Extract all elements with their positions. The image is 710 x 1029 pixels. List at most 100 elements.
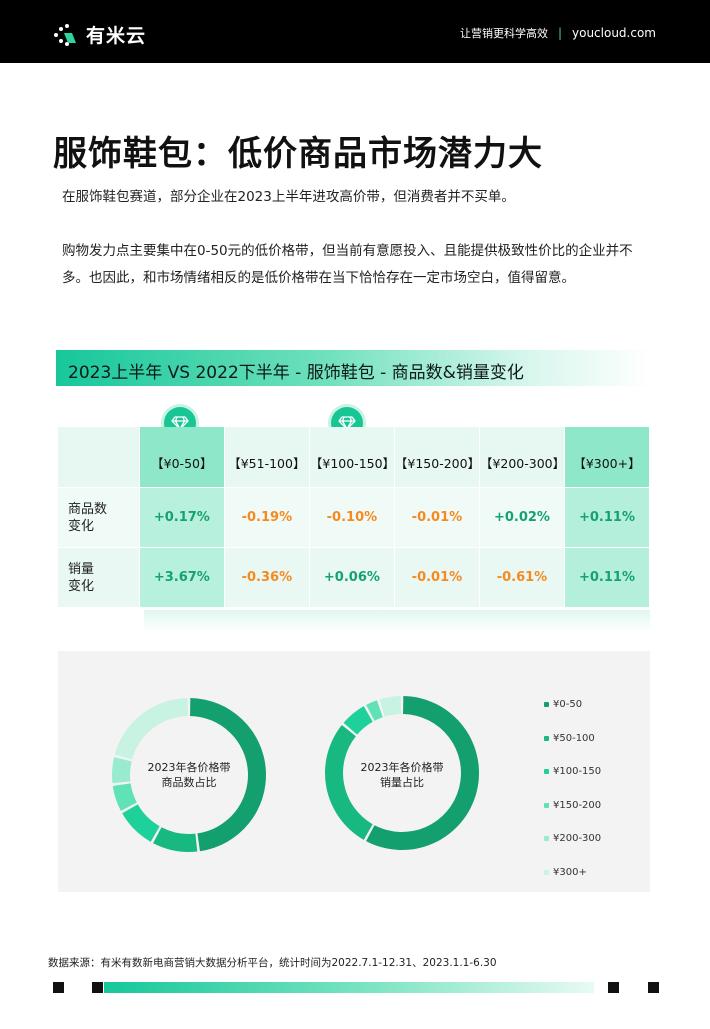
logo-text: 有米云 [86, 25, 147, 47]
footer-square [648, 982, 659, 993]
column-header-label: 【¥200-300】 [479, 455, 566, 471]
price-band-change-table: 【¥0-50】 【¥51-100】 【¥100-150】 【¥150-200】 … [58, 427, 650, 608]
legend-swatch [544, 769, 549, 775]
column-header: 【¥51-100】 [224, 427, 310, 488]
column-header-label: 【¥51-100】 [228, 455, 306, 471]
table-cell: -0.61% [479, 548, 565, 608]
table-corner-cell [58, 427, 140, 488]
cell-value: +0.02% [493, 510, 550, 525]
donut-slice-4 [112, 783, 137, 811]
section-heading-bar: 2023上半年 VS 2022下半年 - 服饰鞋包 - 商品数&销量变化 [56, 350, 652, 386]
legend-swatch [544, 702, 549, 708]
table-cell: -0.10% [309, 488, 395, 548]
column-header-label: 【¥300+】 [573, 455, 641, 471]
table-row: 销量变化 +3.67% -0.36% +0.06% -0.01% -0.61% … [58, 548, 650, 608]
donut-slice-3 [122, 804, 160, 842]
donut-slice-2 [325, 724, 373, 840]
legend-swatch [544, 836, 549, 842]
donut-slice-6 [379, 696, 401, 717]
table-fade [144, 610, 650, 632]
row-label: 商品数变化 [58, 488, 140, 548]
donut-slice-5 [112, 757, 132, 784]
logo-icon [54, 23, 76, 46]
cell-value: -0.01% [411, 510, 463, 525]
donut-slice-2 [153, 827, 198, 852]
intro-paragraph-1: 在服饰鞋包赛道，部分企业在2023上半年进攻高价带，但消费者并不买单。 [62, 189, 515, 205]
table-cell: -0.01% [394, 548, 480, 608]
header-tagline: 让营销更科学高效 | youcloud.com [460, 25, 656, 41]
table-cell: +3.67% [139, 548, 225, 608]
column-header: 【¥150-200】 [394, 427, 481, 488]
donut-chart-sales [325, 696, 479, 850]
column-header: 【¥100-150】 [309, 427, 396, 488]
footer-gradient-bar [104, 982, 594, 993]
table-cell: +0.17% [139, 488, 225, 548]
legend-label: ¥50-100 [553, 732, 595, 744]
legend-swatch [544, 735, 549, 741]
footer-square [608, 982, 619, 993]
table-cell: +0.11% [564, 548, 650, 608]
column-header: 【¥200-300】 [479, 427, 566, 488]
chart-legend: ¥0-50 ¥50-100 ¥100-150 ¥150-200 ¥200-300 ¥300… [544, 688, 601, 889]
table-cell: +0.06% [309, 548, 395, 608]
donut-slice-1 [366, 696, 479, 850]
cell-value: -0.19% [241, 510, 293, 525]
slogan: 让营销更科学高效 [459, 27, 548, 40]
legend-item: ¥0-50 [544, 688, 601, 722]
table-header-row: 【¥0-50】 【¥51-100】 【¥100-150】 【¥150-200】 … [58, 427, 650, 488]
donut-slice-4 [366, 700, 383, 721]
donut-slice-1 [190, 698, 266, 852]
legend-label: ¥300+ [553, 866, 587, 878]
donut-center-label: 2023年各价格带商品数占比 [147, 761, 231, 789]
legend-item: ¥50-100 [544, 722, 601, 756]
donut-center-label: 2023年各价格带销量占比 [360, 761, 444, 789]
legend-label: ¥0-50 [553, 699, 583, 711]
cell-value: +0.11% [578, 570, 635, 585]
legend-item: ¥150-200 [544, 789, 601, 823]
column-header: 【¥300+】 [564, 427, 650, 488]
legend-label: ¥100-150 [553, 766, 602, 778]
section-title: 2023上半年 VS 2022下半年 - 服饰鞋包 - 商品数&销量变化 [68, 363, 524, 383]
cell-value: -0.01% [411, 570, 463, 585]
cell-value: -0.10% [326, 510, 378, 525]
intro-paragraph-2: 购物发力点主要集中在0-50元的低价格带，但当前有意愿投入、且能提供极致性价比的… [62, 243, 633, 286]
table-cell: +0.02% [479, 488, 565, 548]
header-divider: | [557, 26, 562, 40]
donut-chart-item-count [112, 698, 266, 852]
donut-slice-3 [343, 706, 373, 735]
cell-value: +0.17% [153, 510, 210, 525]
cell-value: -0.36% [241, 570, 293, 585]
row-label-text: 商品数变化 [68, 501, 108, 534]
footer-square [53, 982, 64, 993]
column-header: 【¥0-50】 [139, 427, 225, 488]
cell-value: -0.61% [496, 570, 548, 585]
legend-swatch [544, 869, 549, 875]
column-header-label: 【¥100-150】 [309, 455, 396, 471]
column-header-label: 【¥0-50】 [151, 455, 213, 471]
donut-slice-6 [114, 698, 188, 760]
cell-value: +0.06% [323, 570, 380, 585]
top-bar: 有米云 让营销更科学高效 | youcloud.com [0, 0, 710, 63]
legend-label: ¥150-200 [553, 799, 602, 811]
table-cell: +0.11% [564, 488, 650, 548]
table-row: 商品数变化 +0.17% -0.19% -0.10% -0.01% +0.02%… [58, 488, 650, 548]
chart-panel [58, 651, 650, 892]
page-title: 服饰鞋包：低价商品市场潜力大 [53, 134, 543, 174]
logo[interactable]: 有米云 [52, 21, 146, 48]
legend-item: ¥200-300 [544, 822, 601, 856]
cell-value: +3.67% [153, 570, 210, 585]
data-source-note: 数据来源：有米有数新电商营销大数据分析平台，统计时间为2022.7.1-12.3… [48, 957, 497, 969]
column-header-label: 【¥150-200】 [394, 455, 481, 471]
table-cell: -0.19% [224, 488, 310, 548]
legend-swatch [544, 802, 549, 808]
table-cell: -0.01% [394, 488, 480, 548]
legend-item: ¥100-150 [544, 755, 601, 789]
footer-square [92, 982, 103, 993]
legend-item: ¥300+ [544, 856, 601, 890]
row-label-text: 销量变化 [68, 561, 95, 594]
row-label: 销量变化 [58, 548, 140, 608]
table-cell: -0.36% [224, 548, 310, 608]
legend-label: ¥200-300 [553, 833, 602, 845]
cell-value: +0.11% [578, 510, 635, 525]
website-link[interactable]: youcloud.com [572, 26, 656, 40]
